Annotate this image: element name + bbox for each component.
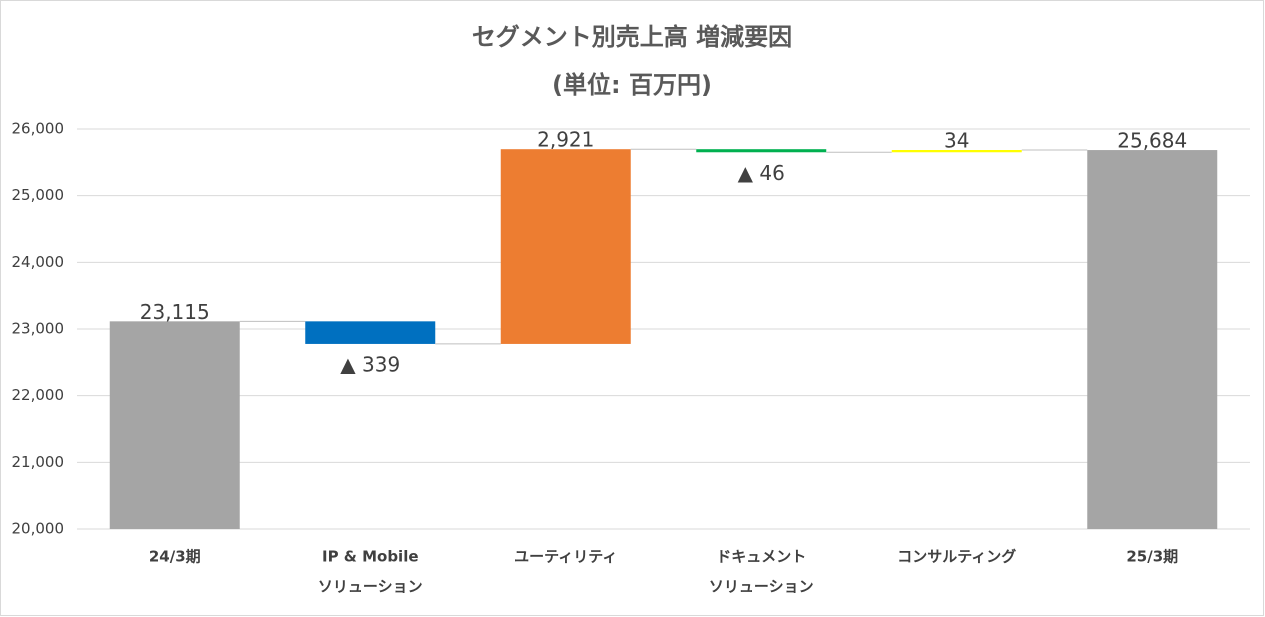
y-tick-label: 25,000 [12, 186, 65, 204]
bar [891, 150, 1022, 153]
x-tick-label: ドキュメント [716, 548, 806, 566]
y-tick-label: 26,000 [12, 120, 65, 138]
value-label: 23,115 [140, 300, 210, 324]
x-tick-label: コンサルティング [897, 548, 1016, 566]
y-tick-label: 23,000 [12, 320, 65, 338]
value-label: 2,921 [537, 128, 594, 152]
chart-subtitle: (単位: 百万円) [552, 71, 712, 99]
x-tick-label: ソリューション [709, 578, 814, 596]
chart-title: セグメント別売上高 増減要因 [472, 23, 792, 51]
x-tick-label: 24/3期 [149, 548, 201, 566]
bar [305, 321, 436, 344]
bar [500, 149, 631, 344]
x-tick-label: ソリューション [318, 578, 423, 596]
x-tick-label: ユーティリティ [514, 548, 617, 566]
y-tick-label: 21,000 [12, 453, 65, 471]
value-label: 25,684 [1117, 129, 1187, 153]
bar [1087, 150, 1218, 530]
y-tick-label: 22,000 [12, 386, 65, 404]
bar [696, 149, 827, 153]
y-tick-label: 24,000 [12, 253, 65, 271]
value-label: ▲ 339 [340, 352, 400, 376]
x-tick-label: 25/3期 [1126, 548, 1178, 566]
y-tick-label: 20,000 [12, 520, 65, 538]
bar [109, 321, 240, 529]
x-tick-label: IP & Mobile [322, 548, 419, 566]
value-label: 34 [944, 129, 969, 153]
value-label: ▲ 46 [738, 161, 785, 185]
